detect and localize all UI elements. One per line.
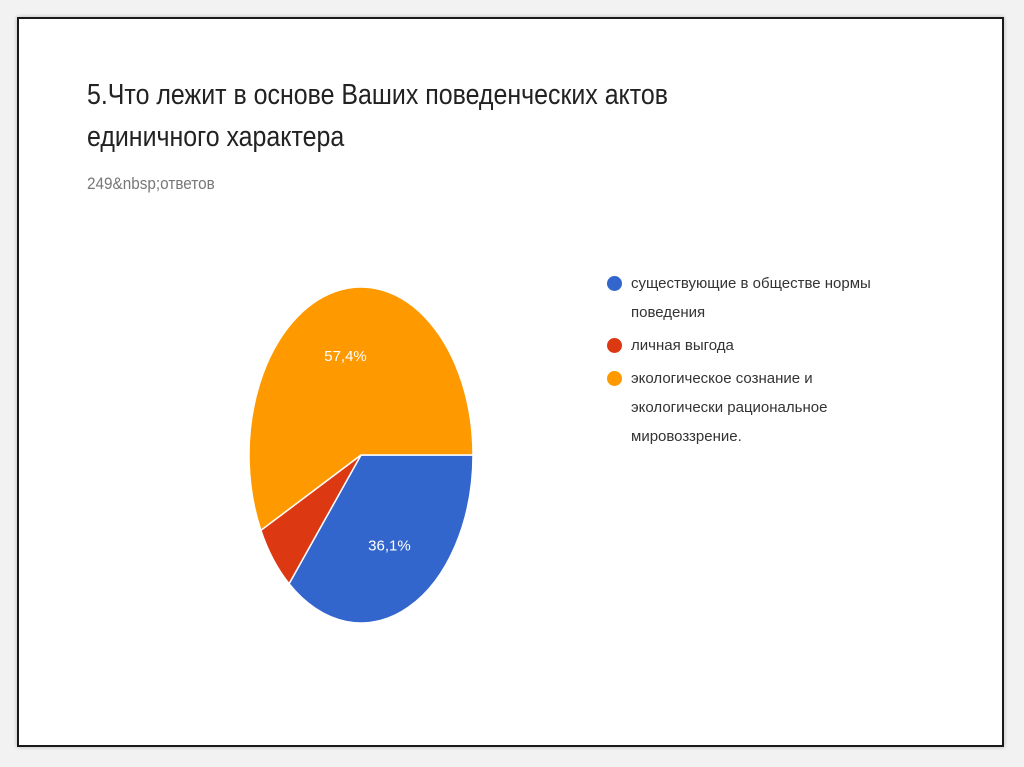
legend-label: личная выгода xyxy=(631,337,734,354)
legend-dot-blue xyxy=(607,276,622,291)
slide-frame: 5.Что лежит в основе Ваших поведенческих… xyxy=(17,17,1004,747)
legend-label: экологическое сознание и экологически ра… xyxy=(631,370,828,445)
legend-item-norms: существующие в обществе нормы поведения xyxy=(607,269,907,327)
legend-dot-orange xyxy=(607,371,622,386)
legend-dot-red xyxy=(607,338,622,353)
slice-norms xyxy=(288,454,474,624)
data-label: 57,4% xyxy=(324,348,367,365)
legend-label: существующие в обществе нормы поведения xyxy=(631,275,871,321)
pie-chart: 36,1% 57,4% xyxy=(248,286,474,624)
legend-item-ecological: экологическое сознание и экологически ра… xyxy=(607,364,907,451)
legend-item-personal-gain: личная выгода xyxy=(607,331,907,360)
chart-title: 5.Что лежит в основе Ваших поведенческих… xyxy=(87,79,669,153)
slice-ecological xyxy=(248,286,474,532)
chart-legend: существующие в обществе нормы поведения … xyxy=(607,269,907,455)
data-label: 36,1% xyxy=(368,537,411,554)
response-count: 249&nbsp;ответов xyxy=(87,174,215,193)
